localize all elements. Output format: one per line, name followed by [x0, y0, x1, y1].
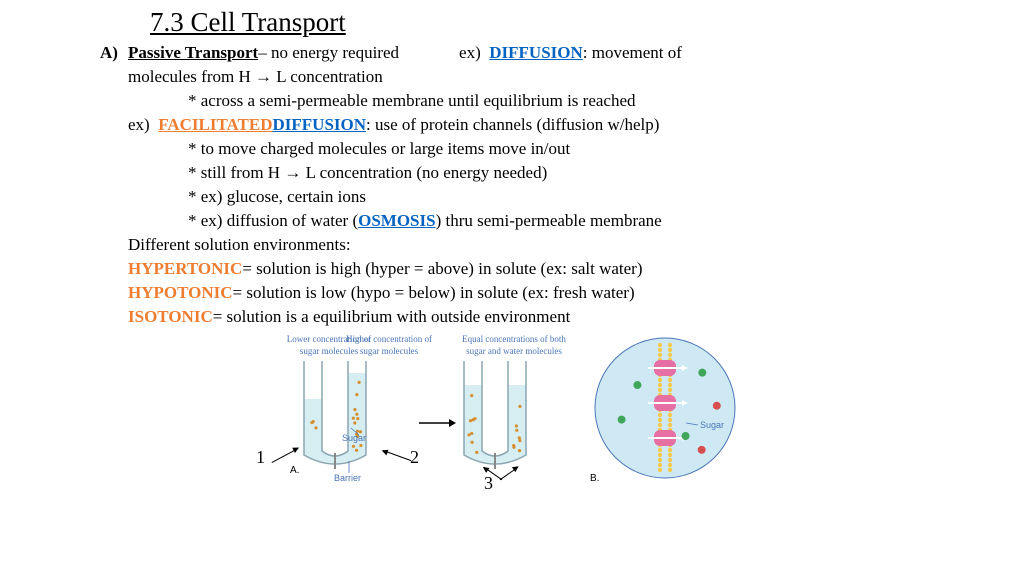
env-heading: Different solution environments:: [40, 234, 984, 257]
hypotonic-term: HYPOTONIC: [128, 282, 233, 305]
passive-term: Passive Transport: [128, 42, 258, 65]
diffusion-link[interactable]: DIFFUSION: [489, 42, 583, 65]
facilitated-desc: : use of protein channels (diffusion w/h…: [366, 114, 659, 137]
line-passive: A) Passive Transport – no energy require…: [40, 42, 984, 65]
isotonic-line: ISOTONIC = solution is a equilibrium wit…: [40, 306, 984, 329]
passive-desc: – no energy required: [258, 42, 399, 65]
hypertonic-desc: = solution is high (hyper = above) in so…: [242, 258, 642, 281]
line-facilitated: ex) FACILITATED DIFFUSION : use of prote…: [40, 114, 984, 137]
bullet-1: * across a semi-permeable membrane until…: [40, 90, 984, 113]
ex-label-1: ex): [459, 42, 481, 65]
facilitated-link[interactable]: DIFFUSION: [273, 114, 367, 137]
line-molecules: molecules from H → L concentration: [40, 66, 984, 89]
num-2: 2: [410, 445, 419, 469]
hypertonic-line: HYPERTONIC = solution is high (hyper = a…: [40, 258, 984, 281]
bullet-5: * ex) diffusion of water ( OSMOSIS ) thr…: [40, 210, 984, 233]
figure-b: B. Sugar: [590, 333, 740, 483]
figure-a: Lower concentration of sugar molecules H…: [284, 333, 574, 483]
osmosis-link[interactable]: OSMOSIS: [358, 210, 435, 233]
num-1: 1: [256, 445, 265, 469]
figure-row: Lower concentration of sugar molecules H…: [40, 333, 984, 483]
bullet5-pre: * ex) diffusion of water (: [188, 210, 358, 233]
svg-text:Sugar: Sugar: [700, 420, 724, 430]
bullet5-post: ) thru semi-permeable membrane: [436, 210, 662, 233]
isotonic-term: ISOTONIC: [128, 306, 213, 329]
isotonic-desc: = solution is a equilibrium with outside…: [213, 306, 571, 329]
hypotonic-line: HYPOTONIC = solution is low (hypo = belo…: [40, 282, 984, 305]
hypertonic-term: HYPERTONIC: [128, 258, 242, 281]
membrane-svg: B. Sugar: [590, 333, 740, 483]
caption-equal: Equal concentrations of both sugar and w…: [459, 333, 569, 357]
page-title: 7.3 Cell Transport: [150, 4, 984, 40]
facilitated-term1: FACILITATED: [158, 114, 272, 137]
svg-text:A.: A.: [290, 465, 299, 476]
caption-high: Higher concentration of sugar molecules: [344, 333, 434, 357]
num-3: 3: [484, 471, 493, 495]
section-label: A): [100, 42, 128, 65]
bullet-2: * to move charged molecules or large ite…: [40, 138, 984, 161]
svg-text:Sugar: Sugar: [342, 433, 366, 443]
svg-text:B.: B.: [590, 473, 599, 483]
bullet-3: * still from H → L concentration (no ene…: [40, 162, 984, 185]
diffusion-desc: : movement of: [583, 42, 682, 65]
svg-text:Barrier: Barrier: [334, 473, 361, 483]
bullet-4: * ex) glucose, certain ions: [40, 186, 984, 209]
ex-label-2: ex): [128, 114, 150, 137]
hypotonic-desc: = solution is low (hypo = below) in solu…: [233, 282, 635, 305]
